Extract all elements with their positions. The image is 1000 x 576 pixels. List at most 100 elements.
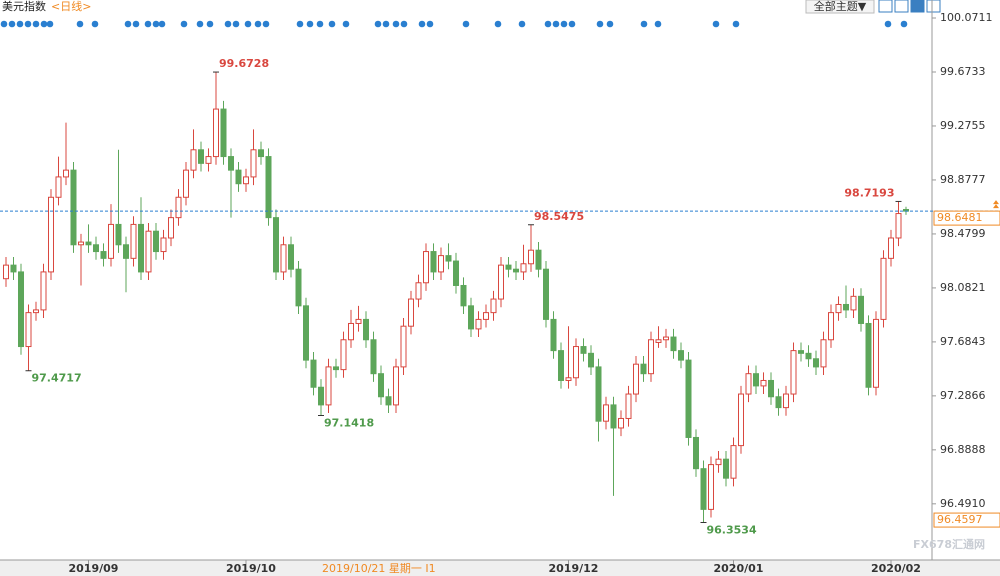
- candle-body: [445, 255, 452, 262]
- candle-body: [438, 255, 444, 273]
- candle-body: [828, 312, 834, 341]
- y-tick-label: 99.6733: [940, 65, 986, 78]
- candle-body: [235, 169, 242, 185]
- event-dot: [244, 20, 252, 28]
- period-label: <日线>: [51, 0, 91, 13]
- candle-body: [768, 379, 774, 398]
- candle-body: [333, 366, 339, 371]
- event-dot: [654, 20, 662, 28]
- candle-body: [498, 264, 504, 300]
- candle-body: [850, 295, 857, 311]
- candle-body: [393, 366, 399, 406]
- candle-body: [138, 223, 144, 273]
- event-dot: [316, 20, 324, 28]
- event-dot: [232, 20, 240, 28]
- candle-body: [48, 196, 54, 273]
- y-tick-label: 97.2866: [940, 389, 986, 402]
- candle-body: [783, 393, 789, 409]
- event-dot: [640, 20, 648, 28]
- theme-button[interactable]: [805, 0, 875, 14]
- candle-body: [310, 359, 317, 388]
- event-dot: [342, 20, 350, 28]
- y-tick-label: 96.4910: [940, 497, 986, 510]
- high-label: 99.6728: [219, 57, 269, 70]
- candle-body: [400, 325, 407, 368]
- candle-body: [655, 339, 662, 343]
- candle-body: [715, 458, 722, 466]
- event-dot: [8, 20, 16, 28]
- candle-body: [70, 169, 77, 246]
- candle-body: [18, 271, 24, 348]
- event-dot: [552, 20, 560, 28]
- candle-body: [108, 223, 114, 259]
- candle-body: [580, 346, 587, 354]
- event-dot: [152, 20, 160, 28]
- candle-body: [565, 377, 572, 381]
- event-dot: [0, 20, 8, 28]
- candle-body: [513, 268, 519, 273]
- candle-body: [145, 230, 152, 273]
- candle-body: [610, 404, 617, 429]
- candle-body: [663, 336, 669, 341]
- candle-body: [820, 339, 827, 368]
- candle-body: [730, 445, 737, 479]
- tool-icon[interactable]: [878, 0, 893, 13]
- high-label: 98.7193: [844, 186, 894, 199]
- candle-body: [745, 373, 752, 395]
- event-dot: [392, 20, 400, 28]
- event-dot: [374, 20, 382, 28]
- candle-body: [25, 312, 32, 348]
- x-tick-label: 2019/10: [226, 562, 276, 575]
- candle-body: [693, 436, 699, 470]
- candle-body: [760, 379, 767, 387]
- y-tick-label: 100.0711: [940, 11, 993, 24]
- candle-body: [708, 464, 714, 510]
- candle-body: [880, 257, 887, 320]
- candle-body: [640, 363, 647, 375]
- tool-icon[interactable]: [926, 0, 941, 13]
- candle-body: [685, 359, 692, 438]
- candle-body: [370, 339, 377, 375]
- candle-body: [220, 108, 227, 158]
- event-dot: [124, 20, 132, 28]
- x-tick-label: 2020/01: [714, 562, 764, 575]
- cursor-date: 2019/10/21 星期一 I1: [322, 562, 436, 575]
- candle-body: [520, 263, 527, 273]
- candle-body: [505, 264, 512, 270]
- toolbar-icons: [878, 0, 941, 13]
- candle-body: [408, 298, 414, 327]
- x-tick-label: 2019/09: [69, 562, 119, 575]
- event-dot: [328, 20, 336, 28]
- candle-body: [63, 169, 69, 178]
- tool-icon[interactable]: [894, 0, 909, 13]
- event-dot: [462, 20, 470, 28]
- candle-body: [738, 393, 744, 447]
- event-dot: [32, 20, 40, 28]
- candle-body: [670, 336, 677, 352]
- candle-body: [625, 393, 632, 419]
- event-dot: [382, 20, 390, 28]
- event-dot: [884, 20, 892, 28]
- y-tick-label: 98.0821: [940, 281, 986, 294]
- candle-body: [205, 156, 212, 164]
- y-tick-label: 98.8777: [940, 173, 986, 186]
- y-tick-label: 99.2755: [940, 119, 986, 132]
- candle-body: [483, 312, 489, 320]
- candle-body: [168, 217, 174, 239]
- tool-icon[interactable]: [910, 0, 925, 13]
- candle-body: [700, 468, 707, 510]
- chart-title: 美元指数: [2, 0, 46, 13]
- event-dot: [254, 20, 262, 28]
- event-dot: [180, 20, 188, 28]
- candle-body: [558, 350, 564, 381]
- candle-body: [813, 358, 819, 368]
- event-dot: [76, 20, 84, 28]
- candle-body: [595, 366, 602, 422]
- candle-body: [723, 458, 729, 479]
- event-dot: [144, 20, 152, 28]
- candle-body: [3, 264, 9, 280]
- last-price-arrow: [993, 200, 999, 209]
- candle-body: [130, 223, 137, 259]
- theme-button-label[interactable]: 全部主题▼: [814, 0, 867, 13]
- candle-body: [295, 268, 302, 307]
